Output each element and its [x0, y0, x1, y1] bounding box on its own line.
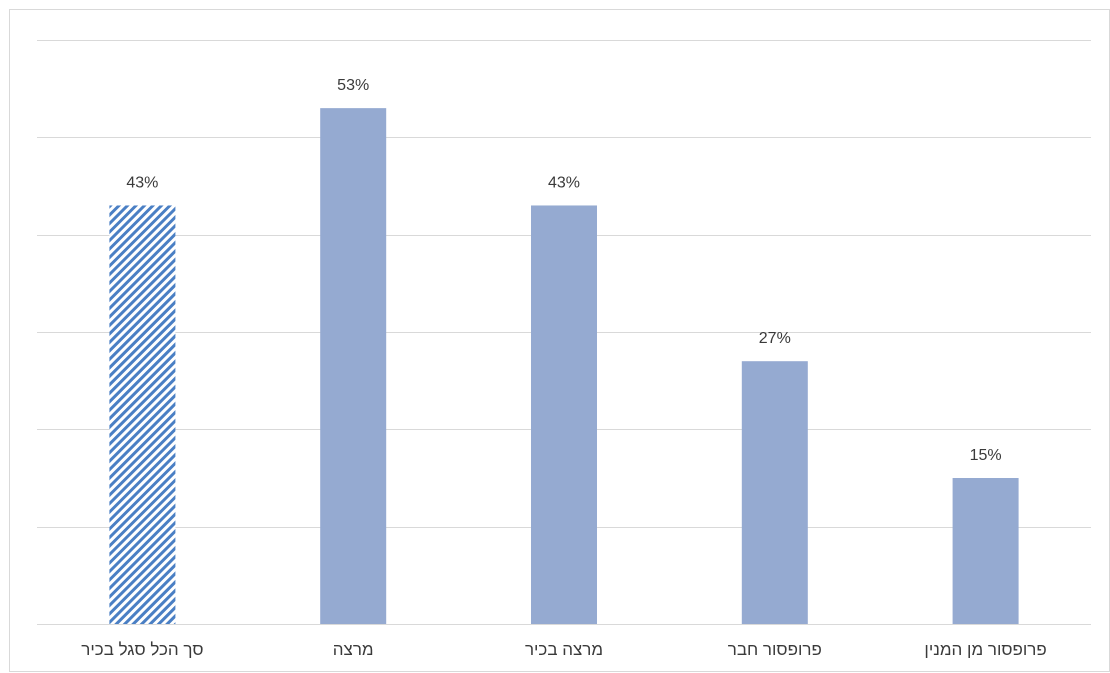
x-tick-label: פרופסור מן המנין — [924, 640, 1046, 659]
x-tick-label: מרצה — [333, 640, 374, 659]
data-label: 15% — [970, 447, 1002, 464]
data-label: 43% — [548, 174, 580, 191]
bar — [741, 361, 808, 624]
data-label: 53% — [337, 77, 369, 94]
bar-total-highlighted — [109, 205, 176, 624]
gridlines — [37, 40, 1091, 625]
data-label: 43% — [126, 174, 158, 191]
bar — [952, 478, 1019, 624]
x-tick-label: מרצה בכיר — [525, 640, 603, 659]
bar — [531, 205, 597, 624]
data-label: 27% — [759, 330, 791, 347]
bars — [109, 108, 1019, 625]
data-labels: 43% 53% 43% 27% 15% — [126, 77, 1001, 464]
x-axis-tick-labels: סך הכל סגל בכיר מרצה מרצה בכיר פרופסור חבר פ… — [81, 640, 1046, 659]
x-tick-label: פרופסור חבר — [728, 640, 822, 659]
x-tick-label: סך הכל סגל בכיר — [81, 640, 203, 659]
bar — [320, 108, 387, 625]
